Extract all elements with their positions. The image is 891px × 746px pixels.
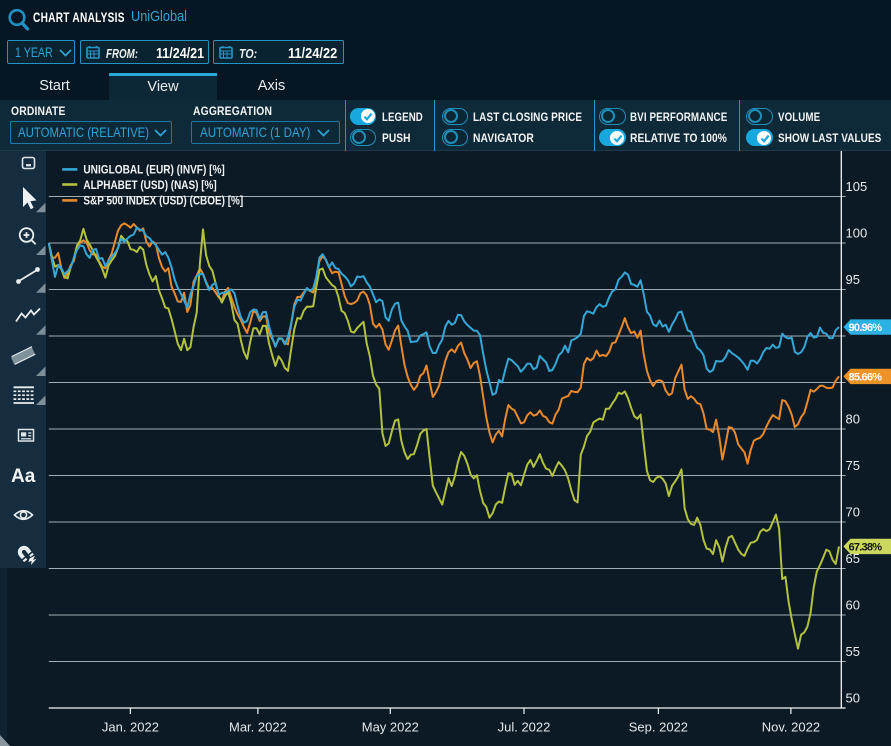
svg-text:70: 70 [846,505,860,520]
svg-text:May 2022: May 2022 [362,720,419,735]
svg-text:UNIGLOBAL (EUR) (INVF) [%]: UNIGLOBAL (EUR) (INVF) [%] [83,163,224,177]
svg-text:50: 50 [846,691,860,706]
svg-text:Nov. 2022: Nov. 2022 [762,720,820,735]
svg-text:105: 105 [846,179,868,194]
svg-text:75: 75 [846,458,860,473]
svg-text:95: 95 [846,272,860,287]
svg-text:85.66%: 85.66% [849,371,883,383]
svg-text:Jul. 2022: Jul. 2022 [498,720,551,735]
svg-text:65: 65 [846,551,860,566]
svg-text:ALPHABET (USD) (NAS) [%]: ALPHABET (USD) (NAS) [%] [83,178,216,192]
svg-text:Mar. 2022: Mar. 2022 [229,720,287,735]
svg-text:67.38%: 67.38% [849,541,883,553]
svg-text:Sep. 2022: Sep. 2022 [629,720,688,735]
svg-text:80: 80 [846,412,860,427]
svg-text:Jan. 2022: Jan. 2022 [102,720,159,735]
svg-text:55: 55 [846,644,860,659]
svg-text:100: 100 [846,226,868,241]
svg-text:Aa: Aa [11,466,36,487]
svg-text:90.96%: 90.96% [849,322,883,334]
svg-text:60: 60 [846,598,860,613]
svg-text:S&P 500 INDEX (USD) (CBOE) [%]: S&P 500 INDEX (USD) (CBOE) [%] [83,194,243,208]
